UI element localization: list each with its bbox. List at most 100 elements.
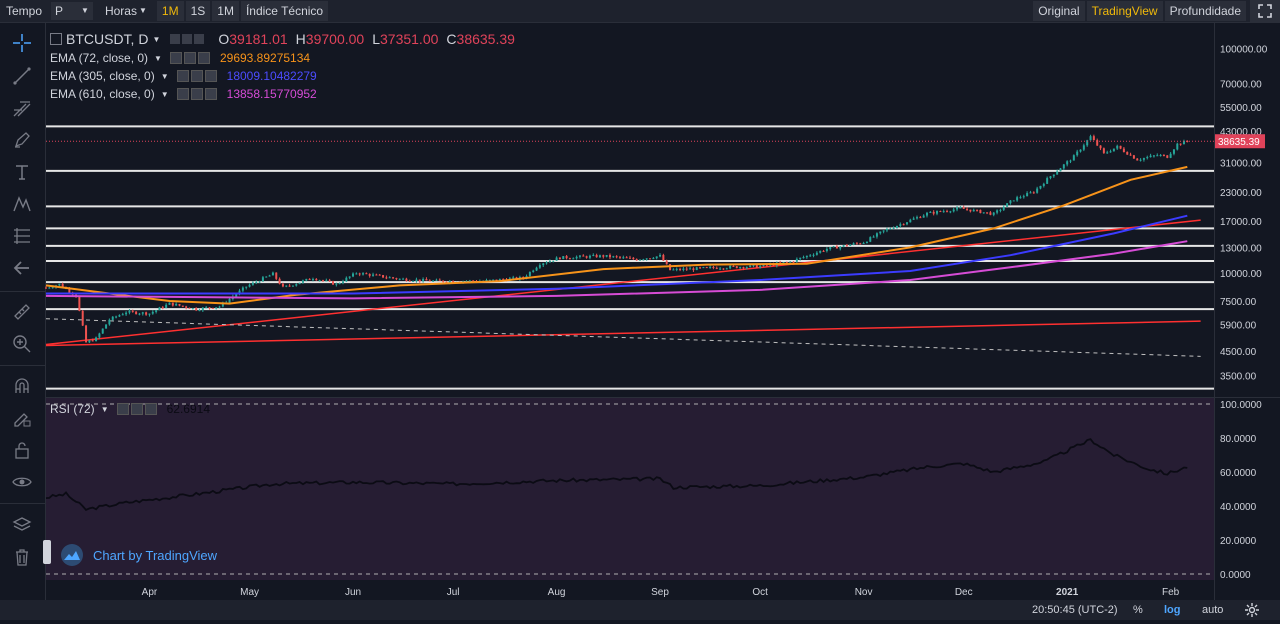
magnet-icon[interactable] [9,373,35,399]
candle-up [1169,153,1172,158]
close-icon[interactable] [197,52,210,64]
candle-down [428,280,431,282]
tradingview-watermark[interactable]: Chart by TradingView [59,544,217,566]
candle-up [1152,155,1155,157]
fib-tool-icon[interactable] [9,95,35,121]
candle-down [855,243,858,245]
chevron-down-icon[interactable]: ▼ [160,71,169,81]
candle-down [976,209,979,211]
chevron-down-icon[interactable]: ▼ [100,404,109,414]
candle-up [528,271,531,277]
time-axis-tick-label: May [240,587,259,598]
interval-select[interactable]: P ▼ [51,2,93,20]
close-icon[interactable] [204,70,217,82]
view-depth-button[interactable]: Profundidade [1164,1,1246,21]
log-toggle[interactable]: log [1164,604,1181,616]
gear-icon[interactable] [130,403,143,415]
candle-up [115,316,118,318]
settings-gear-icon[interactable] [1245,600,1259,620]
candle-down [732,265,735,267]
view-original-button[interactable]: Original [1033,1,1085,21]
eye-icon[interactable] [176,88,189,100]
gear-icon[interactable] [190,88,203,100]
candle-down [281,283,284,287]
interval-button-1m[interactable]: 1M [156,1,184,21]
close-icon[interactable] [144,403,157,415]
candle-up [572,258,575,260]
close-icon[interactable] [194,34,205,44]
candle-down [321,280,324,282]
pencil-lock-icon[interactable] [9,405,35,431]
candle-down [328,280,331,282]
eye-icon[interactable] [116,403,129,415]
candle-up [812,254,815,256]
ruler-icon[interactable] [9,299,35,325]
hours-dropdown[interactable]: Horas ▼ [101,2,151,20]
back-arrow-icon[interactable] [9,255,35,281]
price-axis-tick-label: 23000.00 [1220,188,1262,199]
ema-610-legend: EMA (610, close, 0) ▼ 13858.15770952 [50,87,317,101]
price-axis-tick-label: 55000.00 [1220,103,1262,114]
candle-up [1106,152,1109,154]
candle-up [155,310,158,312]
gear-icon[interactable] [182,34,193,44]
dashed-trendline [45,318,1201,357]
candle-down [662,255,665,261]
trendline [45,320,1201,347]
candle-up [1052,174,1055,177]
fullscreen-icon[interactable] [1250,0,1280,22]
crosshair-icon[interactable] [9,30,35,56]
ema-305-name[interactable]: EMA (305, close, 0) [50,69,155,83]
candle-up [575,256,578,259]
candle-up [1036,188,1039,193]
brush-icon[interactable] [9,127,35,153]
gear-icon[interactable] [190,70,203,82]
candle-up [158,307,161,311]
symbol-checkbox-icon[interactable] [50,33,62,45]
rsi-axis-tick-label: 100.0000 [1220,400,1262,411]
zoom-icon[interactable] [9,331,35,357]
interval-select-value: P [55,4,64,18]
eye-icon[interactable] [176,70,189,82]
candle-up [652,258,655,260]
candle-up [1022,196,1025,198]
candle-up [562,256,565,260]
collapse-handle[interactable] [43,540,51,564]
pattern-tool-icon[interactable] [9,191,35,217]
interval-button-1s[interactable]: 1S [185,1,211,21]
candle-up [1062,164,1065,169]
candle-up [388,277,391,279]
auto-toggle[interactable]: auto [1202,604,1224,616]
settings-icon[interactable] [170,34,181,44]
rsi-axis-tick-label: 40.0000 [1220,502,1257,513]
trash-icon[interactable] [9,544,35,570]
trend-line-icon[interactable] [9,63,35,89]
prediction-tool-icon[interactable] [9,223,35,249]
interval-button-1m-alt[interactable]: 1M [212,1,239,21]
layers-icon[interactable] [9,512,35,538]
text-tool-icon[interactable] [9,159,35,185]
gear-icon[interactable] [183,52,196,64]
eye-icon[interactable] [9,469,35,495]
rsi-name[interactable]: RSI (72) [50,402,95,416]
chevron-down-icon[interactable]: ▼ [160,89,169,99]
lock-icon[interactable] [9,437,35,463]
chevron-down-icon: ▼ [138,6,147,15]
candle-up [348,276,351,278]
ema-610-name[interactable]: EMA (610, close, 0) [50,87,155,101]
candle-up [128,310,131,313]
chevron-down-icon[interactable]: ▼ [154,53,162,63]
candle-down [558,257,561,260]
time-axis-tick-label: Feb [1162,587,1180,598]
view-tradingview-button[interactable]: TradingView [1086,1,1163,21]
percent-toggle[interactable]: % [1133,604,1143,616]
technical-index-button[interactable]: Índice Técnico [240,1,329,21]
eye-icon[interactable] [169,52,182,64]
candle-up [936,211,939,214]
toolbar-divider [0,291,45,292]
close-icon[interactable] [204,88,217,100]
chevron-down-icon[interactable]: ▼ [152,34,161,44]
ema-72-name[interactable]: EMA (72, close, 0) [50,51,149,65]
symbol-name[interactable]: BTCUSDT, D [66,31,149,47]
